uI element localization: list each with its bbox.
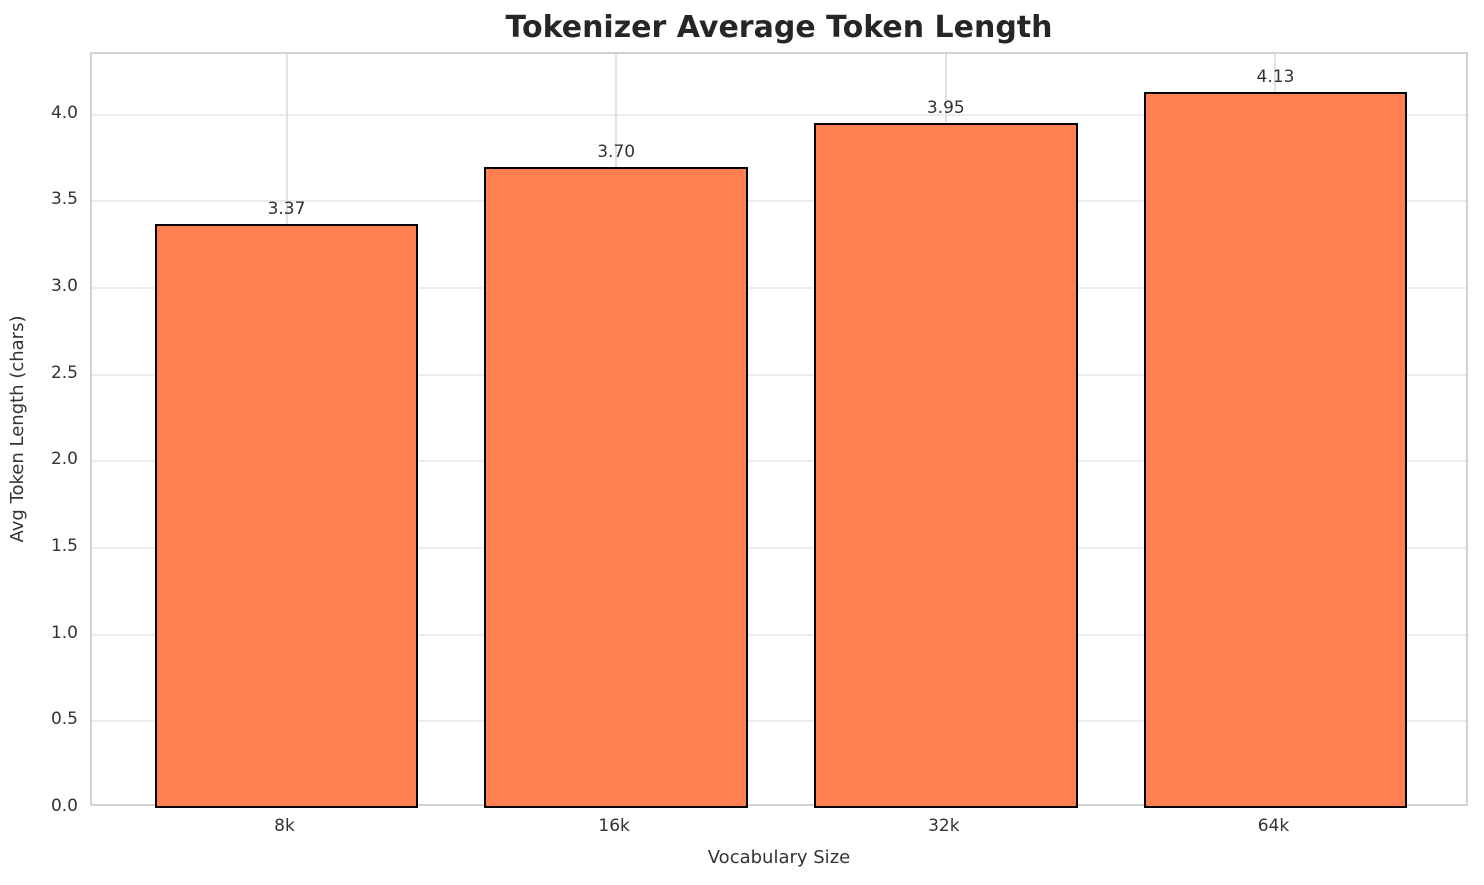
bar-value-label: 3.70: [597, 141, 636, 162]
h-gridline: [92, 633, 1466, 636]
y-tick-label-2.5: 2.5: [50, 362, 78, 383]
h-gridline: [92, 373, 1466, 376]
h-gridline: [92, 460, 1466, 463]
y-tick-label-2.0: 2.0: [50, 449, 78, 470]
y-tick-label-4.0: 4.0: [50, 102, 78, 123]
bar-value-label: 3.37: [267, 198, 306, 219]
h-gridline: [92, 113, 1466, 116]
x-tick-label-8k: 8k: [274, 816, 295, 836]
y-tick-label-0.5: 0.5: [50, 709, 78, 730]
x-axis-label: Vocabulary Size: [707, 847, 851, 868]
bar-value-label: 3.95: [926, 98, 965, 119]
h-gridline: [92, 287, 1466, 289]
bar-32k: [813, 123, 1078, 808]
x-tick-label-32k: 32k: [928, 816, 960, 836]
x-tick-label-16k: 16k: [598, 816, 630, 836]
y-tick-label-1.0: 1.0: [50, 622, 78, 643]
y-tick-label-1.5: 1.5: [50, 536, 78, 556]
bar-16k: [484, 166, 749, 808]
bar-64k: [1143, 92, 1408, 808]
y-tick-label-3.5: 3.5: [50, 189, 78, 210]
chart-title: Tokenizer Average Token Length: [505, 10, 1053, 45]
plot-area: 3.37 3.70 3.95 4.13: [90, 52, 1468, 808]
y-tick-label-3.0: 3.0: [50, 276, 78, 296]
bar-8k: [154, 223, 419, 808]
y-tick-label-0.0: 0.0: [50, 796, 78, 816]
h-gridline: [92, 720, 1466, 723]
h-gridline: [92, 547, 1466, 549]
h-gridline: [92, 200, 1466, 203]
bar-value-label: 4.13: [1256, 67, 1295, 88]
y-axis-label-text: Avg Token Length (chars): [7, 315, 28, 543]
x-tick-label-64k: 64k: [1257, 816, 1290, 836]
